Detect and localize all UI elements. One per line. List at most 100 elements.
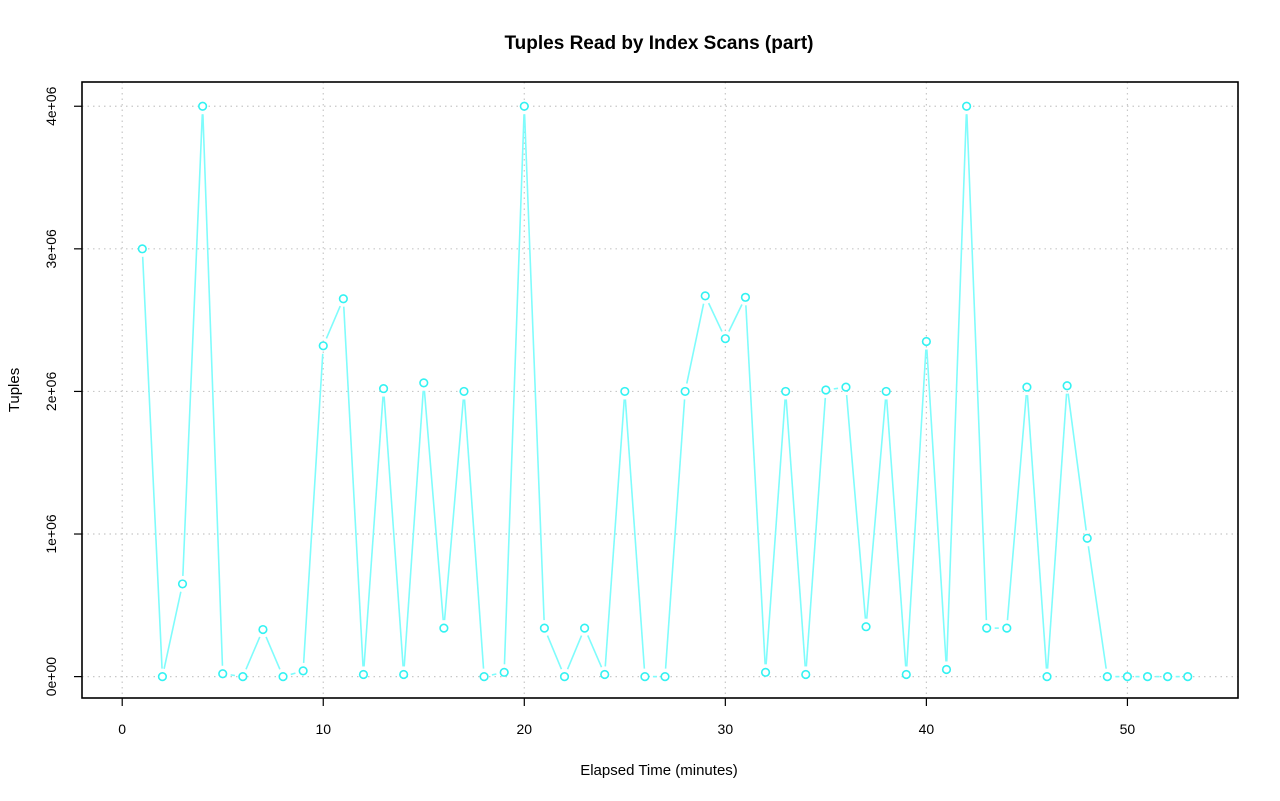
series-line-segment bbox=[1087, 546, 1107, 669]
series-line-segment bbox=[182, 114, 204, 576]
data-point bbox=[1102, 672, 1112, 682]
data-point bbox=[539, 623, 550, 633]
series-line-segment bbox=[141, 256, 163, 669]
data-point bbox=[177, 579, 188, 589]
data-point bbox=[419, 378, 429, 388]
series-line-segment bbox=[403, 390, 425, 667]
data-point bbox=[680, 386, 690, 397]
x-tick-label: 40 bbox=[919, 721, 935, 737]
series-layer bbox=[137, 101, 1193, 682]
x-axis-label: Elapsed Time (minutes) bbox=[580, 762, 738, 779]
grid-lines bbox=[82, 82, 1238, 698]
chart-title: Tuples Read by Index Scans (part) bbox=[504, 33, 813, 54]
data-point bbox=[901, 669, 911, 680]
data-point bbox=[600, 669, 610, 680]
data-point bbox=[378, 383, 389, 394]
series-line-segment bbox=[833, 387, 839, 390]
data-point bbox=[941, 664, 952, 675]
series-line-segment bbox=[325, 305, 341, 339]
series-line-segment bbox=[865, 399, 887, 619]
data-point bbox=[358, 669, 369, 680]
series-line-segment bbox=[785, 399, 806, 667]
y-tick-label: 3e+06 bbox=[43, 229, 59, 269]
x-tick-label: 20 bbox=[517, 721, 533, 737]
data-point bbox=[137, 244, 147, 254]
data-point bbox=[982, 623, 992, 633]
data-point bbox=[499, 667, 509, 677]
data-point bbox=[399, 669, 409, 680]
data-point bbox=[298, 666, 308, 676]
series-line-segment bbox=[1006, 395, 1028, 621]
plot-frame bbox=[81, 81, 1239, 699]
data-point bbox=[218, 669, 228, 679]
data-point bbox=[1002, 623, 1012, 633]
series-line-segment bbox=[885, 399, 907, 667]
series-line-segment bbox=[546, 635, 563, 670]
series-line-segment bbox=[230, 674, 236, 677]
series-line-segment bbox=[765, 399, 786, 665]
series-line-segment bbox=[685, 303, 705, 384]
data-point bbox=[198, 101, 208, 111]
series-line-segment bbox=[745, 305, 766, 665]
data-point bbox=[1042, 672, 1052, 682]
series-line-segment bbox=[163, 591, 182, 669]
data-point bbox=[961, 101, 972, 111]
x-tick-label: 50 bbox=[1120, 721, 1136, 737]
series-line-segment bbox=[566, 635, 583, 670]
series-line-segment bbox=[1026, 395, 1048, 669]
y-tick-label: 4e+06 bbox=[43, 86, 59, 126]
series-line-segment bbox=[463, 399, 485, 669]
data-point bbox=[439, 623, 449, 633]
x-tick-label: 10 bbox=[315, 721, 331, 737]
series-line-segment bbox=[604, 399, 626, 667]
data-point bbox=[479, 672, 489, 682]
series-line-segment bbox=[342, 306, 364, 667]
data-point bbox=[620, 386, 630, 397]
series-line-segment bbox=[202, 114, 224, 666]
series-line-segment bbox=[523, 114, 545, 621]
data-point bbox=[459, 386, 469, 397]
series-line-segment bbox=[383, 396, 404, 667]
data-point bbox=[1183, 672, 1193, 682]
data-point bbox=[519, 101, 529, 111]
data-point bbox=[640, 672, 650, 682]
series-line-segment bbox=[905, 349, 927, 667]
x-tick-label: 0 bbox=[118, 721, 126, 737]
y-axis-label: Tuples bbox=[6, 368, 23, 412]
series-line-segment bbox=[624, 399, 646, 669]
series-line-segment bbox=[302, 353, 324, 663]
series-line-segment bbox=[363, 396, 384, 667]
data-point bbox=[559, 672, 570, 682]
data-point bbox=[801, 669, 811, 680]
data-point bbox=[841, 382, 851, 392]
series-line-segment bbox=[926, 349, 947, 662]
x-tick-label: 30 bbox=[718, 721, 734, 737]
data-point bbox=[1122, 672, 1133, 682]
series-line-segment bbox=[245, 636, 261, 670]
data-point bbox=[821, 385, 831, 395]
series-line-segment bbox=[845, 395, 867, 619]
series-line-segment bbox=[664, 399, 686, 669]
data-point bbox=[861, 622, 871, 632]
data-point bbox=[278, 672, 288, 682]
y-axis: 0e+00 1e+06 2e+06 3e+06 4e+06 bbox=[43, 86, 82, 696]
data-point bbox=[1082, 533, 1092, 543]
series-line-segment bbox=[443, 399, 465, 621]
series-line-segment bbox=[707, 302, 723, 332]
series-line-segment bbox=[587, 635, 603, 668]
data-point bbox=[1163, 672, 1173, 682]
series-line-segment bbox=[1046, 393, 1068, 669]
series-line-segment bbox=[1067, 393, 1087, 531]
series-line-segment bbox=[265, 636, 281, 670]
series-line-segment bbox=[805, 397, 827, 667]
data-point bbox=[1062, 381, 1072, 391]
series-line-segment bbox=[945, 114, 968, 662]
data-point bbox=[318, 341, 328, 351]
data-point bbox=[157, 672, 168, 682]
data-point bbox=[580, 623, 590, 633]
series-line-segment bbox=[491, 673, 497, 676]
data-point bbox=[1142, 672, 1153, 682]
series-line-segment bbox=[966, 114, 988, 621]
series-line-segment bbox=[423, 390, 445, 621]
y-tick-label: 0e+00 bbox=[43, 657, 59, 697]
